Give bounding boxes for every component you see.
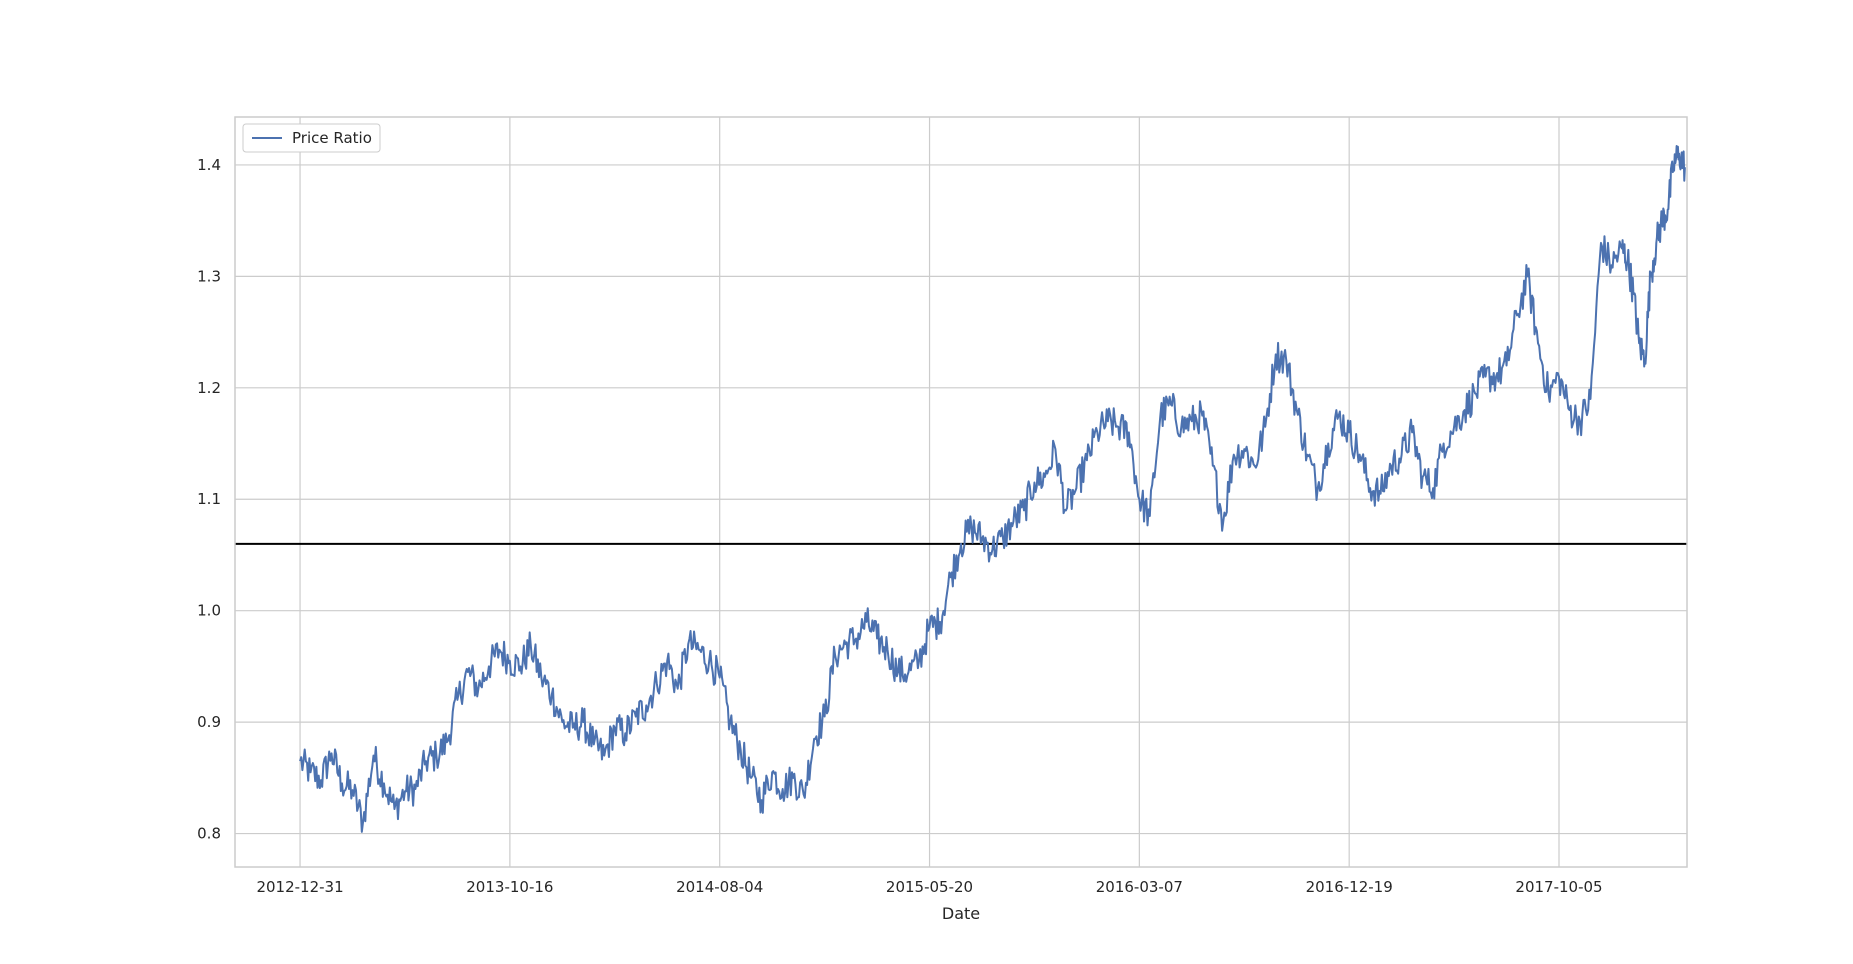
x-axis-ticks: 2012-12-31 2013-10-16 2014-08-04 2015-05-20… [256, 878, 1602, 896]
y-tick-label: 0.9 [197, 713, 221, 731]
x-tick-label: 2016-12-19 [1306, 878, 1393, 896]
series-line-price-ratio [300, 146, 1685, 832]
legend: Price Ratio [243, 124, 380, 152]
legend-label-price-ratio: Price Ratio [292, 129, 372, 147]
x-axis-title: Date [942, 904, 980, 923]
x-tick-label: 2014-08-04 [676, 878, 763, 896]
x-tick-label: 2013-10-16 [466, 878, 553, 896]
y-tick-label: 1.1 [197, 490, 221, 508]
x-tick-label: 2012-12-31 [256, 878, 343, 896]
grid-layer [235, 117, 1687, 867]
y-axis-ticks: 0.8 0.9 1.0 1.1 1.2 1.3 1.4 [197, 156, 221, 843]
x-tick-label: 2016-03-07 [1096, 878, 1183, 896]
x-tick-label: 2017-10-05 [1515, 878, 1602, 896]
y-tick-label: 0.8 [197, 825, 221, 843]
y-tick-label: 1.0 [197, 602, 221, 620]
plot-border [235, 117, 1687, 867]
y-tick-label: 1.2 [197, 379, 221, 397]
y-tick-label: 1.4 [197, 156, 221, 174]
plot-frame [235, 117, 1687, 867]
x-tick-label: 2015-05-20 [886, 878, 973, 896]
series-layer [300, 146, 1685, 832]
y-tick-label: 1.3 [197, 267, 221, 285]
